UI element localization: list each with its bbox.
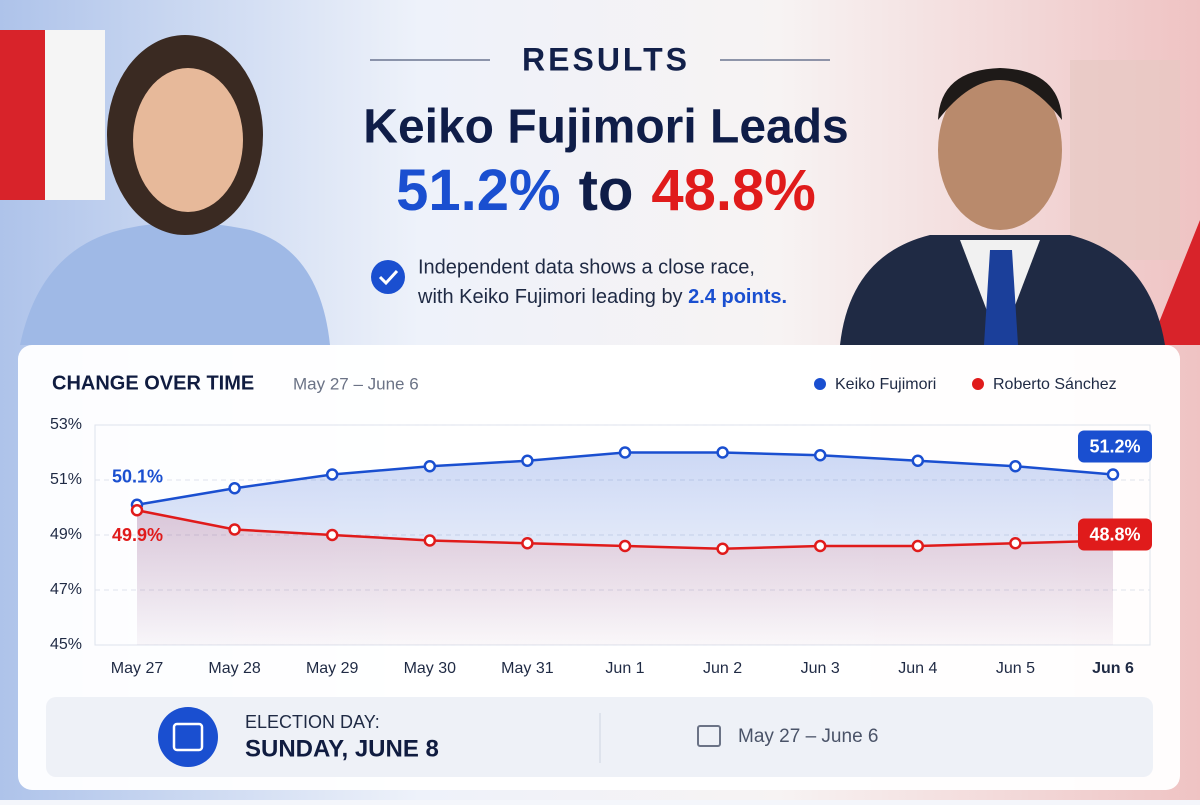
data-point: [1009, 537, 1022, 550]
data-point: [618, 539, 632, 553]
x-tick-label: Jun 3: [801, 660, 840, 677]
data-point: [813, 539, 827, 553]
data-point: [521, 537, 534, 550]
headline-shares: 51.2% to 48.8%: [396, 158, 816, 223]
note: Independent data shows a close race,: [418, 256, 755, 278]
building: [1070, 60, 1180, 260]
kicker: RESULTS: [522, 41, 690, 77]
x-tick-label: Jun 6: [1092, 660, 1134, 677]
data-point: [618, 446, 632, 459]
value-label: 49.9%: [112, 525, 163, 545]
x-tick-label: Jun 4: [898, 660, 937, 677]
footer-label: ELECTION DAY:: [245, 712, 380, 732]
calendar-glyph: [172, 722, 204, 752]
data-point: [325, 468, 339, 481]
data-point: [1106, 468, 1120, 481]
portrait-face: [133, 68, 243, 212]
joiner: to: [579, 158, 634, 223]
data-point: [521, 454, 534, 467]
footer-range: May 27 – June 6: [738, 726, 878, 747]
x-tick-label: Jun 2: [703, 660, 742, 677]
value-badge: [1078, 518, 1152, 551]
headline: Keiko Fujimori Leads: [363, 101, 848, 154]
y-tick-label: 51%: [50, 471, 82, 488]
x-tick-label: Jun 1: [605, 660, 644, 677]
x-tick-label: May 31: [501, 660, 554, 677]
legend-label: Keiko Fujimori: [835, 376, 936, 393]
x-tick-label: May 30: [404, 660, 457, 677]
data-point: [423, 460, 437, 473]
data-point: [716, 446, 729, 459]
note-emphasis: 2.4 points.: [688, 286, 787, 308]
calendar-glyph: [697, 725, 721, 747]
x-tick-label: May 29: [306, 660, 359, 677]
data-point: [423, 534, 437, 547]
flag-stripe: [45, 30, 105, 200]
data-point: [325, 528, 339, 542]
portrait-hair: [938, 68, 1062, 120]
flag-stripe: [1150, 220, 1200, 345]
legend-marker: [814, 378, 826, 390]
data-point: [1009, 460, 1022, 473]
chart-subtitle: May 27 – June 6: [293, 374, 419, 393]
value-label: 51.2%: [1089, 436, 1140, 456]
check-icon: [371, 260, 405, 294]
note: with Keiko Fujimori leading by 2.4 point…: [417, 286, 787, 308]
series-area: [137, 510, 1113, 645]
x-tick-label: May 28: [208, 660, 261, 677]
data-point: [130, 504, 144, 517]
y-tick-label: 53%: [50, 416, 82, 433]
data-point: [228, 523, 241, 536]
plot: 45% 47% 49% 51% 53% May 27 May 28 May 29 May 30 M…: [50, 376, 1152, 677]
data-point: [813, 449, 827, 462]
check-mark: [378, 269, 399, 286]
data-point: [716, 542, 729, 555]
y-tick-label: 49%: [50, 526, 82, 543]
portrait-face: [938, 70, 1062, 230]
share-a: 51.2%: [396, 158, 560, 223]
legend-label: Roberto Sánchez: [993, 376, 1117, 393]
data-point: [911, 539, 925, 553]
x-tick-label: May 27: [111, 660, 164, 677]
share-b: 48.8%: [651, 158, 815, 223]
footer-date: SUNDAY, JUNE 8: [245, 735, 439, 762]
y-tick-label: 47%: [50, 581, 82, 598]
portrait-shoulders: [20, 222, 330, 345]
flag-stripe: [0, 30, 45, 200]
note-text: with Keiko Fujimori leading by: [417, 286, 688, 308]
x-tick-label: Jun 5: [996, 660, 1035, 677]
data-point: [911, 454, 925, 467]
chart-title: CHANGE OVER TIME: [52, 372, 254, 394]
data-point: [228, 482, 241, 495]
value-label: 48.8%: [1089, 524, 1140, 544]
portrait-tie: [984, 250, 1018, 345]
calendar-icon: [158, 707, 218, 767]
value-badge: [1078, 430, 1152, 463]
value-label: 50.1%: [112, 467, 163, 487]
legend-marker: [972, 378, 984, 390]
y-tick-label: 45%: [50, 636, 82, 653]
